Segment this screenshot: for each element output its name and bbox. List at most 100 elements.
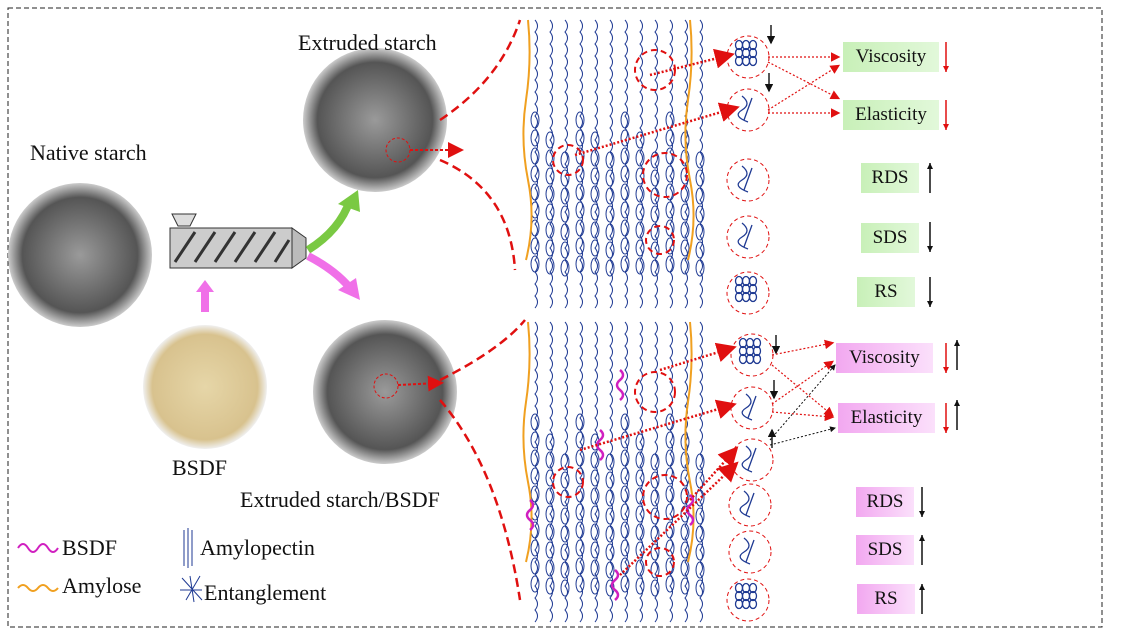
- double-helix: [530, 431, 540, 449]
- double-helix: [590, 523, 600, 541]
- double-helix: [545, 149, 555, 167]
- amylopectin-chain: [564, 19, 568, 309]
- double-helix: [575, 575, 585, 593]
- double-helix: [665, 503, 675, 521]
- double-helix: [605, 561, 615, 579]
- double-helix: [605, 259, 615, 277]
- double-helix: [590, 185, 600, 203]
- amylopectin-chain: [639, 19, 643, 309]
- double-helix: [575, 431, 585, 449]
- double-helix: [560, 489, 570, 507]
- top-viscosity-box: Viscosity: [843, 42, 939, 72]
- double-helix: [560, 453, 570, 471]
- double-helix: [575, 165, 585, 183]
- top-sds-box: SDS: [861, 223, 919, 253]
- double-helix: [650, 169, 660, 187]
- double-helix: [695, 489, 705, 507]
- double-helix: [530, 557, 540, 575]
- double-helix: [605, 471, 615, 489]
- double-helix: [530, 413, 540, 431]
- double-helix: [545, 541, 555, 559]
- double-helix: [620, 165, 630, 183]
- double-helix: [575, 201, 585, 219]
- double-helix: [605, 241, 615, 259]
- starch-chains: [522, 19, 705, 623]
- double-helix: [530, 539, 540, 557]
- double-helix: [695, 241, 705, 259]
- pink-arrow: [306, 252, 354, 291]
- double-helix: [635, 167, 645, 185]
- frame-border: [7, 7, 1103, 628]
- amylopectin-chain: [669, 321, 673, 623]
- double-helix: [695, 223, 705, 241]
- double-helix: [665, 111, 675, 129]
- double-helix: [680, 239, 690, 257]
- double-helix: [665, 183, 675, 201]
- amylopectin-chain: [549, 19, 553, 309]
- double-helix: [530, 575, 540, 593]
- double-helix: [635, 541, 645, 559]
- double-helix: [560, 525, 570, 543]
- double-helix: [590, 577, 600, 595]
- double-helix: [695, 543, 705, 561]
- legend-amylose: Amylose: [62, 573, 142, 598]
- top-rs-box: RS: [857, 277, 915, 307]
- legend-icons: [17, 528, 203, 603]
- double-helix: [545, 239, 555, 257]
- double-helix: [530, 485, 540, 503]
- amylopectin-chain: [594, 19, 598, 309]
- double-helix: [695, 169, 705, 187]
- double-helix: [695, 205, 705, 223]
- double-helix: [620, 503, 630, 521]
- double-helix: [530, 147, 540, 165]
- double-helix: [590, 257, 600, 275]
- double-helix: [635, 523, 645, 541]
- double-helix: [680, 559, 690, 577]
- double-helix: [590, 559, 600, 577]
- double-helix: [530, 129, 540, 147]
- double-helix: [650, 151, 660, 169]
- double-helix: [665, 431, 675, 449]
- native-starch-image: [8, 183, 152, 327]
- legend-amylopectin: Amylopectin: [200, 535, 315, 560]
- double-helix: [560, 223, 570, 241]
- amylopectin-chain: [564, 321, 568, 623]
- double-helix: [545, 185, 555, 203]
- bottom-rs-box: RS: [857, 584, 915, 614]
- double-helix: [605, 453, 615, 471]
- amylose-chain: [684, 321, 695, 563]
- double-helix: [545, 221, 555, 239]
- double-helix: [650, 453, 660, 471]
- double-helix: [650, 579, 660, 597]
- double-helix: [680, 221, 690, 239]
- double-helix: [665, 201, 675, 219]
- double-helix: [530, 111, 540, 129]
- amylopectin-chain: [624, 321, 628, 623]
- amylopectin-chain: [699, 321, 703, 623]
- double-helix: [575, 413, 585, 431]
- double-helix: [635, 149, 645, 167]
- double-helix: [560, 561, 570, 579]
- double-helix: [635, 559, 645, 577]
- bottom-sds-box: SDS: [856, 535, 914, 565]
- extruded-starch-bsdf-label: Extruded starch/BSDF: [240, 487, 440, 512]
- double-helix: [635, 221, 645, 239]
- double-helix: [575, 237, 585, 255]
- double-helix: [605, 525, 615, 543]
- double-helix: [650, 241, 660, 259]
- double-helix: [680, 541, 690, 559]
- double-helix: [620, 147, 630, 165]
- double-helix: [620, 521, 630, 539]
- double-helix: [665, 575, 675, 593]
- double-helix: [605, 223, 615, 241]
- double-helix: [590, 505, 600, 523]
- double-helix: [635, 577, 645, 595]
- double-helix: [605, 489, 615, 507]
- amylopectin-chain: [609, 321, 613, 623]
- double-helix: [545, 487, 555, 505]
- double-helix: [680, 257, 690, 275]
- double-helix: [590, 469, 600, 487]
- double-helix: [635, 469, 645, 487]
